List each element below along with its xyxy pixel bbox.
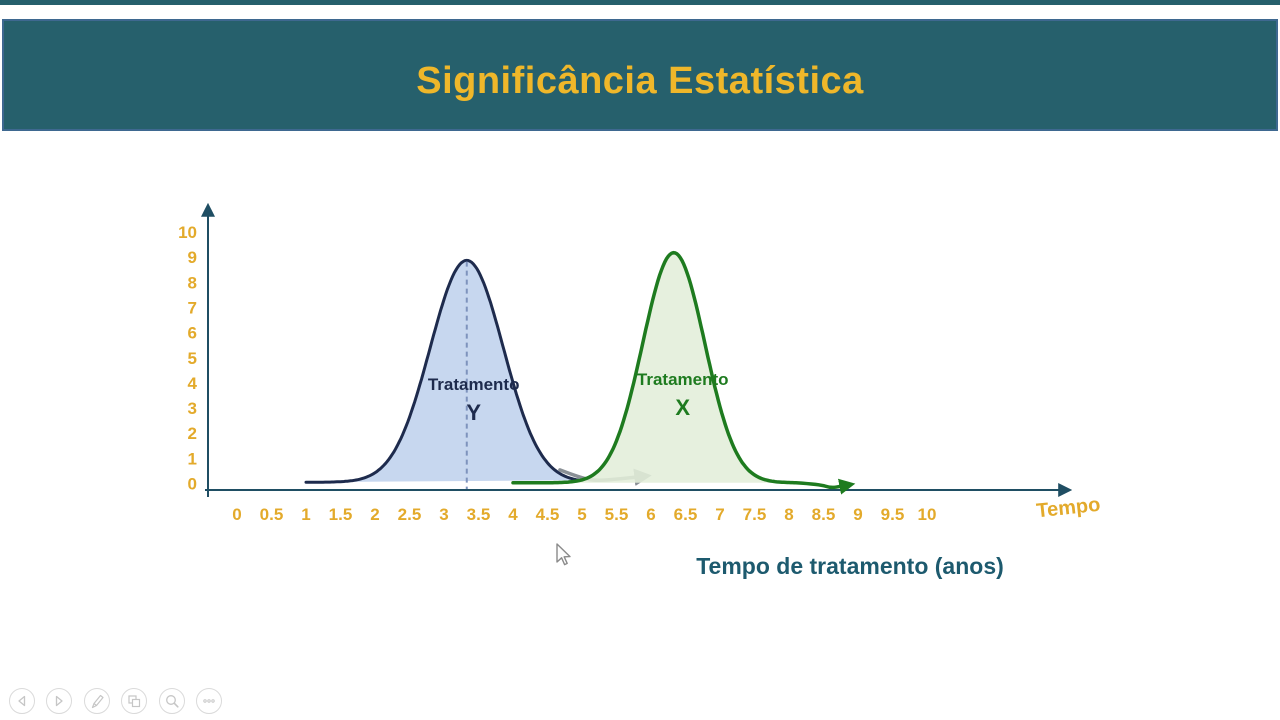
x-tick-label: 6 — [646, 505, 655, 524]
x-tick-label: 4.5 — [536, 505, 560, 524]
x-tick-label: 1 — [301, 505, 310, 524]
series-label-x-line2: X — [675, 395, 690, 420]
title-banner: Significância Estatística — [2, 19, 1278, 131]
x-tick-label: 9 — [853, 505, 862, 524]
y-tick-label: 1 — [188, 449, 197, 468]
y-tick-label: 10 — [178, 223, 197, 242]
y-tick-label: 4 — [188, 374, 198, 393]
y-tick-label: 7 — [188, 298, 197, 317]
chart-curves — [304, 250, 856, 495]
x-tick-label: 9.5 — [881, 505, 905, 524]
magnifier-icon — [166, 695, 179, 708]
x-tick-label: 10 — [918, 505, 937, 524]
x-axis-arrow-label: Tempo — [1035, 494, 1101, 523]
next-slide-button[interactable] — [46, 688, 72, 714]
x-tick-label: 6.5 — [674, 505, 698, 524]
zoom-slide-button[interactable] — [159, 688, 185, 714]
more-options-button[interactable] — [196, 688, 222, 714]
y-tick-label: 3 — [188, 399, 197, 418]
pen-icon — [91, 694, 104, 709]
x-tick-label: 1.5 — [329, 505, 353, 524]
x-tick-label: 5 — [577, 505, 586, 524]
chart-tick-labels: 0 0.5 1 1.5 2 2.5 3 3.5 4 4.5 5 5.5 6 6.5 7 7.5 8 8.5 9 9.5… — [178, 223, 1101, 524]
y-tick-label: 9 — [188, 248, 197, 267]
x-tick-label: 7 — [715, 505, 724, 524]
x-tick-label: 4 — [508, 505, 518, 524]
x-tick-label: 0 — [232, 505, 241, 524]
y-tick-label: 5 — [188, 349, 197, 368]
ellipsis-icon — [203, 699, 215, 703]
arrow-right-icon — [55, 695, 63, 707]
slides-grid-icon — [128, 695, 141, 708]
x-tick-label: 0.5 — [260, 505, 284, 524]
chart-axes — [201, 202, 1073, 497]
mouse-cursor-icon — [556, 543, 571, 566]
x-tick-label: 8 — [784, 505, 793, 524]
x-axis-caption: Tempo de tratamento (anos) — [696, 553, 1004, 579]
y-tick-label: 0 — [188, 475, 197, 494]
pen-tools-button[interactable] — [84, 688, 110, 714]
chart-series-labels: Tratamento Y Tratamento X — [428, 370, 729, 425]
x-tick-label: 2.5 — [398, 505, 422, 524]
series-label-x-line1: Tratamento — [637, 370, 729, 389]
treatment-y-curve — [304, 258, 581, 484]
top-accent-strip — [0, 0, 1280, 5]
x-tick-label: 2 — [370, 505, 379, 524]
treatment-y-area — [306, 260, 579, 483]
previous-slide-button[interactable] — [9, 688, 35, 714]
x-tick-label: 3 — [439, 505, 448, 524]
y-tick-label: 2 — [188, 424, 197, 443]
y-tick-label: 8 — [188, 273, 197, 292]
arrow-left-icon — [18, 695, 26, 707]
treatment-x-curve — [511, 250, 856, 495]
x-tick-label: 5.5 — [605, 505, 629, 524]
x-tick-label: 3.5 — [467, 505, 491, 524]
y-tick-label: 6 — [188, 324, 197, 343]
see-all-slides-button[interactable] — [121, 688, 147, 714]
series-label-y-line1: Tratamento — [428, 375, 520, 394]
series-label-y-line2: Y — [466, 400, 481, 425]
x-tick-label: 8.5 — [812, 505, 836, 524]
slide-title: Significância Estatística — [416, 59, 864, 102]
x-tick-label: 7.5 — [743, 505, 767, 524]
